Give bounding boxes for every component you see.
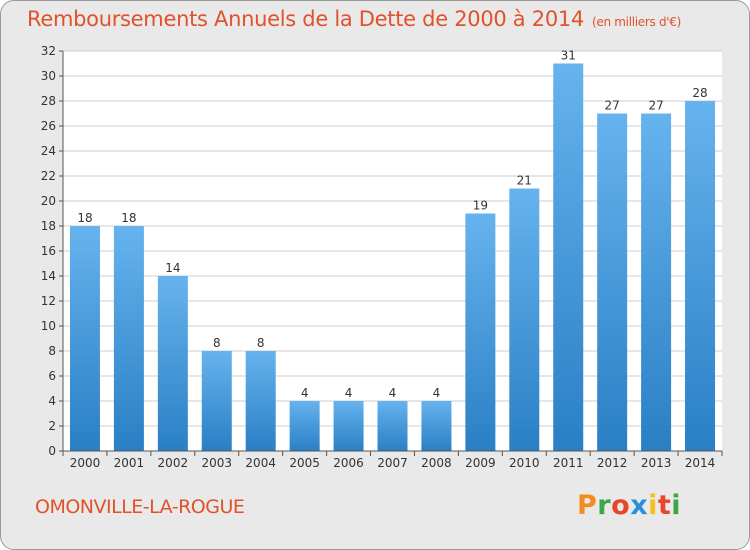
y-tick-label: 16 <box>41 244 56 258</box>
logo-letter: i <box>671 490 682 521</box>
x-tick-label: 2013 <box>641 456 672 470</box>
logo-letter: o <box>611 490 631 521</box>
chart-subtitle: (en milliers d'€) <box>592 15 682 29</box>
x-tick-label: 2008 <box>421 456 452 470</box>
y-tick-label: 26 <box>41 119 56 133</box>
bar <box>157 276 188 451</box>
bar <box>201 351 232 451</box>
data-label: 14 <box>165 261 180 275</box>
data-label: 19 <box>473 199 488 213</box>
x-tick-label: 2002 <box>158 456 189 470</box>
y-tick-label: 18 <box>41 219 56 233</box>
y-tick-label: 14 <box>41 269 56 283</box>
x-tick-label: 2014 <box>685 456 716 470</box>
data-label: 8 <box>213 336 221 350</box>
logo-letter: x <box>630 490 649 521</box>
y-tick-label: 4 <box>48 394 56 408</box>
x-tick-label: 2000 <box>70 456 101 470</box>
bar <box>465 213 496 451</box>
data-label: 28 <box>692 86 707 100</box>
data-label: 4 <box>433 386 441 400</box>
x-tick-label: 2010 <box>509 456 540 470</box>
bar <box>245 351 276 451</box>
data-label: 31 <box>561 49 576 63</box>
bar <box>113 226 144 451</box>
x-tick-label: 2005 <box>289 456 320 470</box>
data-label: 8 <box>257 336 265 350</box>
bar <box>641 113 672 451</box>
y-tick-label: 22 <box>41 169 56 183</box>
data-label: 27 <box>648 99 663 113</box>
bar <box>509 188 540 451</box>
logo-letter: t <box>657 490 672 521</box>
data-label: 21 <box>517 174 532 188</box>
bar <box>553 63 584 451</box>
y-tick-label: 28 <box>41 94 56 108</box>
data-label: 4 <box>345 386 353 400</box>
bar <box>333 401 364 451</box>
x-tick-label: 2006 <box>333 456 364 470</box>
x-tick-label: 2011 <box>553 456 584 470</box>
chart-title: Remboursements Annuels de la Dette de 20… <box>27 7 681 31</box>
proxiti-logo[interactable]: Proxiti <box>577 490 681 521</box>
data-label: 4 <box>301 386 309 400</box>
x-tick-label: 2004 <box>245 456 276 470</box>
bar <box>289 401 320 451</box>
data-label: 4 <box>389 386 397 400</box>
bar <box>421 401 452 451</box>
commune-name: OMONVILLE-LA-ROGUE <box>35 496 245 518</box>
x-tick-label: 2009 <box>465 456 496 470</box>
y-tick-label: 6 <box>48 369 56 383</box>
y-tick-label: 12 <box>41 294 56 308</box>
y-tick-label: 10 <box>41 319 56 333</box>
x-tick-label: 2007 <box>377 456 408 470</box>
logo-letter: r <box>597 490 612 521</box>
x-tick-label: 2001 <box>114 456 145 470</box>
y-tick-label: 30 <box>41 69 56 83</box>
bar-chart: 0246810121416182022242628303218200018200… <box>41 44 723 470</box>
y-tick-label: 8 <box>48 344 56 358</box>
bar <box>69 226 100 451</box>
chart-title-text: Remboursements Annuels de la Dette de 20… <box>27 7 584 31</box>
y-tick-label: 20 <box>41 194 56 208</box>
logo-letter: i <box>648 490 658 521</box>
data-label: 18 <box>121 211 136 225</box>
bar <box>377 401 408 451</box>
y-tick-label: 24 <box>41 144 56 158</box>
x-tick-label: 2003 <box>201 456 232 470</box>
y-tick-label: 0 <box>48 444 56 458</box>
x-tick-label: 2012 <box>597 456 628 470</box>
logo-letter: P <box>577 490 598 521</box>
y-tick-label: 32 <box>41 44 56 58</box>
data-label: 27 <box>605 99 620 113</box>
bar <box>685 101 716 451</box>
y-tick-label: 2 <box>48 419 56 433</box>
bar <box>597 113 628 451</box>
data-label: 18 <box>77 211 92 225</box>
